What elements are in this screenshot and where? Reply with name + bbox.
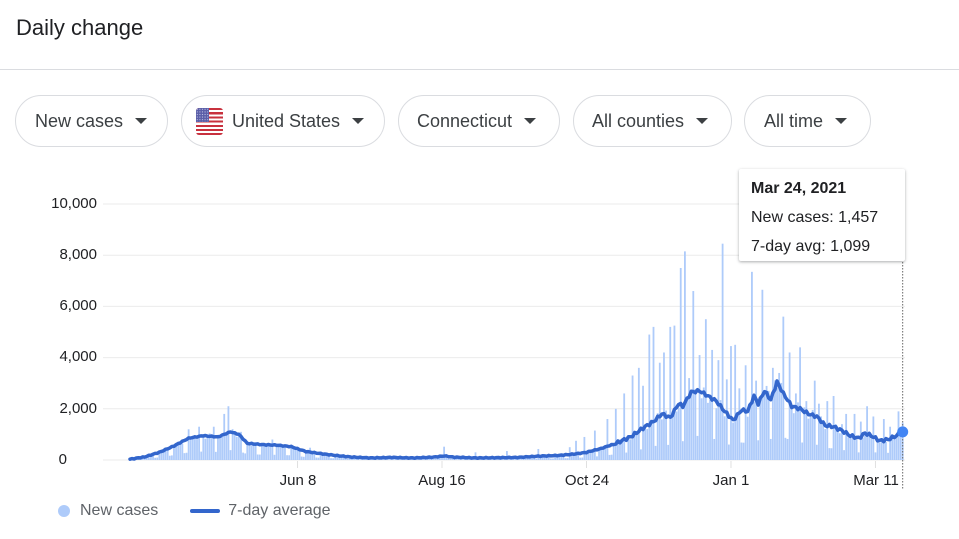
county-dropdown-label: All counties: [592, 110, 685, 131]
chevron-down-icon: [835, 118, 848, 124]
new-cases-legend-icon: [58, 505, 70, 517]
county-dropdown[interactable]: All counties: [573, 95, 732, 147]
metric-dropdown-label: New cases: [35, 110, 124, 131]
page-title: Daily change: [16, 15, 144, 40]
chevron-down-icon: [696, 118, 709, 124]
chevron-down-icon: [524, 118, 537, 124]
state-dropdown[interactable]: Connecticut: [398, 95, 560, 147]
y-tick-label: 4,000: [59, 348, 97, 365]
us-flag-icon: [196, 107, 223, 135]
x-tick-label: Jan 1: [712, 472, 750, 489]
tooltip-date: Mar 24, 2021: [751, 180, 847, 197]
y-tick-label: 8,000: [59, 246, 97, 263]
chevron-down-icon: [135, 118, 148, 124]
y-tick-label: 6,000: [59, 297, 97, 314]
country-dropdown[interactable]: United States: [181, 95, 385, 147]
chart-tooltip: Mar 24, 2021 New cases: 1,457 7-day avg:…: [739, 169, 905, 261]
header-divider: [0, 69, 959, 70]
time-range-dropdown-label: All time: [764, 110, 824, 131]
average-legend-icon: [190, 509, 221, 513]
chart-legend: New cases 7-day average: [58, 502, 331, 520]
country-dropdown-label: United States: [232, 110, 341, 131]
y-tick-label: 10,000: [51, 195, 97, 212]
x-tick-label: Oct 24: [564, 472, 610, 489]
chevron-down-icon: [352, 118, 365, 124]
x-tick-label: Mar 11: [853, 472, 899, 489]
legend-7day-average: 7-day average: [228, 502, 331, 519]
tooltip-new-cases: New cases: 1,457: [751, 209, 879, 226]
x-tick-label: Jun 8: [279, 472, 317, 489]
x-tick-label: Aug 16: [418, 472, 466, 489]
legend-new-cases: New cases: [80, 502, 159, 519]
y-tick-label: 0: [58, 451, 67, 468]
state-dropdown-label: Connecticut: [417, 110, 513, 131]
y-tick-label: 2,000: [59, 400, 97, 417]
metric-dropdown[interactable]: New cases: [15, 95, 168, 147]
tooltip-avg: 7-day avg: 1,099: [751, 238, 871, 255]
time-range-dropdown[interactable]: All time: [744, 95, 871, 147]
